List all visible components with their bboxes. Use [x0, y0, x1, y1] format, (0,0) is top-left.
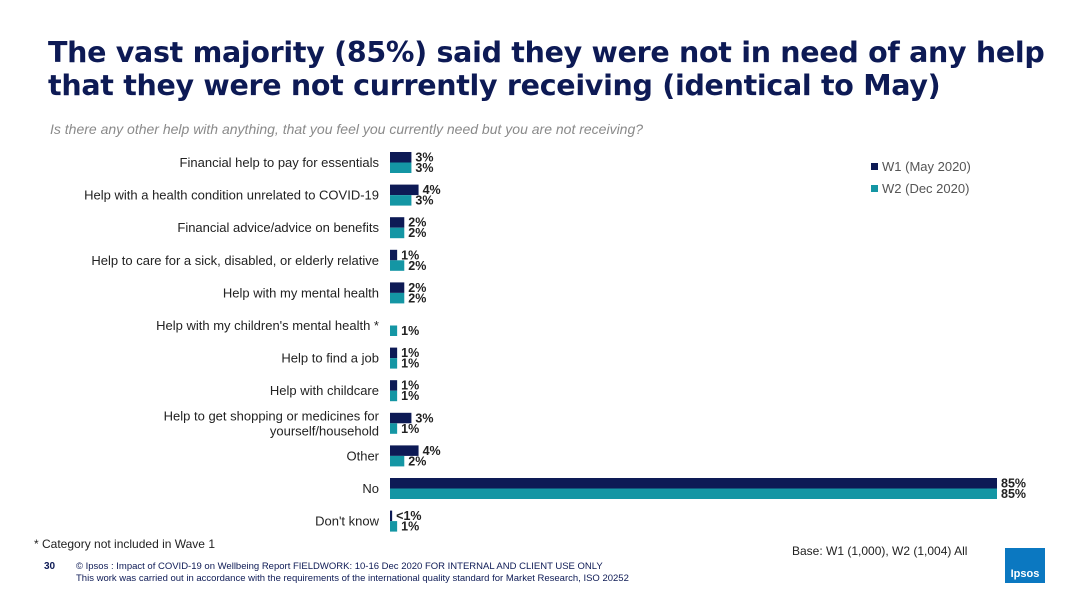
chart-legend: W1 (May 2020) W2 (Dec 2020)	[871, 155, 971, 199]
bar-w2	[390, 195, 412, 206]
value-label-w1: 1%	[401, 346, 419, 360]
value-label-w1: 2%	[408, 216, 426, 230]
value-label-w2: 2%	[408, 454, 426, 468]
value-label-w1: 3%	[415, 151, 433, 165]
question-subtitle: Is there any other help with anything, t…	[50, 121, 644, 137]
page-number: 30	[44, 561, 56, 572]
category-label: Financial help to pay for essentials	[180, 155, 380, 170]
copyright-text: © Ipsos : Impact of COVID-19 on Wellbein…	[76, 561, 629, 585]
category-label: yourself/household	[270, 423, 379, 438]
value-label-w1: 4%	[423, 444, 441, 458]
bar-w1	[390, 412, 412, 424]
legend-label-w2: W2 (Dec 2020)	[882, 180, 970, 196]
value-label-w2: 1%	[401, 389, 419, 403]
footnote: * Category not included in Wave 1	[34, 537, 215, 551]
bar-w1	[390, 282, 405, 293]
category-label: Help with a health condition unrelated t…	[84, 188, 379, 203]
bar-w1	[390, 510, 393, 522]
value-label-w2: 1%	[401, 422, 419, 436]
category-label: Help to get shopping or medicines for	[164, 408, 380, 423]
value-label-w1: 85%	[1001, 477, 1026, 491]
bar-w2	[390, 423, 398, 434]
category-label: Help with my children's mental health *	[156, 318, 379, 333]
value-label-w2: 1%	[401, 324, 419, 338]
bar-w1	[390, 380, 398, 391]
copyright-line-2: This work was carried out in accordance …	[76, 573, 629, 584]
category-label: Other	[346, 448, 379, 463]
bar-w1	[390, 347, 398, 359]
category-label: Help to find a job	[281, 351, 379, 366]
value-label-w1: 3%	[415, 411, 433, 425]
bar-w1	[390, 445, 419, 456]
bar-w2	[390, 227, 405, 239]
base-note: Base: W1 (1,000), W2 (1,004) All	[792, 544, 968, 558]
bar-w2	[390, 292, 405, 304]
value-label-w1: 1%	[401, 379, 419, 393]
value-label-w2: 2%	[408, 259, 426, 273]
page-title: The vast majority (85%) said they were n…	[48, 36, 1045, 102]
category-label: Help with my mental health	[223, 285, 379, 300]
value-label-w2: 2%	[408, 291, 426, 305]
bar-w2	[390, 390, 398, 402]
value-label-w2: 3%	[415, 161, 433, 175]
ipsos-logo: Ipsos	[1005, 548, 1045, 583]
value-label-w2: 3%	[415, 194, 433, 208]
category-label: No	[362, 481, 379, 496]
value-label-w2: 1%	[401, 357, 419, 371]
category-label: Help with childcare	[270, 383, 379, 398]
category-label: Don't know	[315, 514, 380, 529]
legend-item-w2: W2 (Dec 2020)	[871, 177, 971, 199]
bar-w2	[390, 358, 398, 369]
legend-item-w1: W1 (May 2020)	[871, 155, 971, 177]
bar-w1	[390, 249, 398, 261]
bar-w1	[390, 478, 997, 489]
bar-w1	[390, 217, 405, 228]
logo-text: Ipsos	[1010, 568, 1040, 580]
bar-w2	[390, 162, 412, 173]
value-label-w1: 2%	[408, 281, 426, 295]
category-label: Financial advice/advice on benefits	[177, 220, 379, 235]
bar-w2	[390, 521, 398, 532]
bar-w2	[390, 488, 997, 499]
legend-swatch-w1	[871, 162, 878, 170]
category-label: Help to care for a sick, disabled, or el…	[91, 253, 379, 268]
value-label-w1: 4%	[423, 183, 441, 197]
copyright-line-1: © Ipsos : Impact of COVID-19 on Wellbein…	[76, 561, 603, 572]
value-label-w1: 1%	[401, 248, 419, 262]
bar-w2	[390, 325, 398, 336]
bar-w2	[390, 260, 405, 271]
value-label-w2: 85%	[1001, 487, 1026, 501]
value-label-w2: 1%	[401, 520, 419, 534]
value-label-w2: 2%	[408, 226, 426, 240]
bar-w1	[390, 152, 412, 163]
bar-w2	[390, 455, 405, 467]
legend-swatch-w2	[871, 184, 878, 192]
bar-w1	[390, 184, 419, 196]
legend-label-w1: W1 (May 2020)	[882, 158, 971, 174]
value-label-w1: <1%	[396, 509, 421, 523]
